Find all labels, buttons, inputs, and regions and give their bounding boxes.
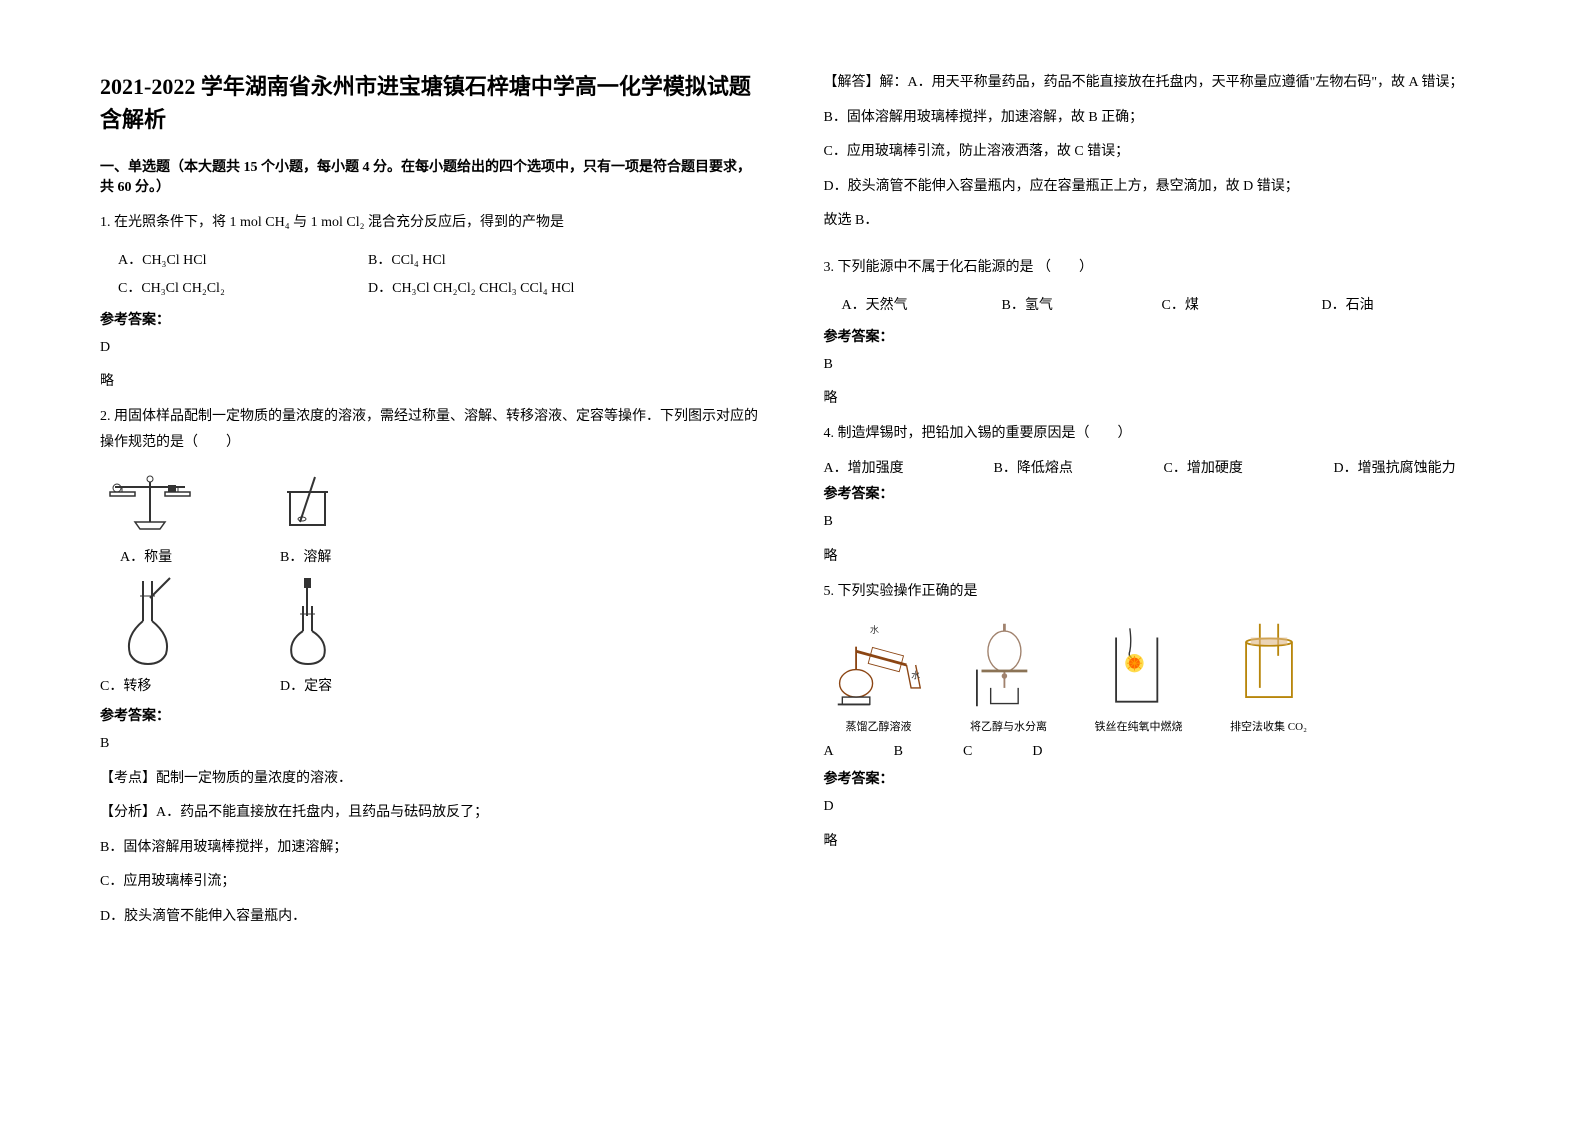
q2-figures-row2: C．转移 D．定容 <box>100 576 764 695</box>
q2-figures-row1: A．称量 B．溶解 <box>100 467 764 566</box>
q4-opt-a: A．增加强度 <box>824 457 944 477</box>
q2-answer: B <box>100 731 764 758</box>
dropper-flask-icon <box>260 576 360 666</box>
q5-answer-label: 参考答案： <box>824 768 1488 788</box>
section-header: 一、单选题（本大题共 15 个小题，每小题 4 分。在每小题给出的四个选项中，只… <box>100 156 764 196</box>
distillation-icon: 水 水 <box>824 615 934 715</box>
q5-label-b: B <box>894 744 903 760</box>
q4-opt-d: D．增强抗腐蚀能力 <box>1334 457 1456 477</box>
q2-caption-a: A．称量 <box>100 546 200 566</box>
balance-scale-icon <box>100 467 200 537</box>
q1-explanation: 略 <box>100 369 764 396</box>
q2-jieda-a: 【解答】解：A．用天平称量药品，药品不能直接放在托盘内，天平称量应遵循"左物右码… <box>824 70 1488 97</box>
q1-opt-a: A．CH₃Cl HCl <box>118 247 318 275</box>
q2-figure-b: B．溶解 <box>260 467 360 566</box>
q4-opt-c: C．增加硬度 <box>1164 457 1284 477</box>
q3-explanation: 略 <box>824 386 1488 413</box>
q1-answer: D <box>100 335 764 362</box>
q5-caption-d: 排空法收集 CO₂ <box>1214 718 1324 734</box>
q4-stem: 4. 制造焊锡时，把铅加入锡的重要原因是（ ） <box>824 421 1488 448</box>
q5-figure-d: 排空法收集 CO₂ <box>1214 615 1324 734</box>
svg-text:水: 水 <box>911 670 920 681</box>
q2-stem: 2. 用固体样品配制一定物质的量浓度的溶液，需经过称量、溶解、转移溶液、定容等操… <box>100 404 764 457</box>
q4-explanation: 略 <box>824 544 1488 571</box>
q3-opt-b: B．氢气 <box>1002 292 1112 320</box>
right-column: 【解答】解：A．用天平称量药品，药品不能直接放在托盘内，天平称量应遵循"左物右码… <box>824 70 1488 939</box>
separating-funnel-icon <box>954 615 1064 715</box>
q2-fenxi-d: D．胶头滴管不能伸入容量瓶内． <box>100 904 764 931</box>
q2-fenxi-c: C．应用玻璃棒引流； <box>100 869 764 896</box>
q2-answer-label: 参考答案： <box>100 705 764 725</box>
gas-collection-icon <box>1214 615 1324 715</box>
q5-abcd: A B C D <box>824 744 1488 760</box>
q5-explanation: 略 <box>824 829 1488 856</box>
q1-opt-b: B．CCl₄ HCl <box>368 247 446 275</box>
left-column: 2021-2022 学年湖南省永州市进宝塘镇石梓塘中学高一化学模拟试题含解析 一… <box>100 70 764 939</box>
q5-caption-a: 蒸馏乙醇溶液 <box>824 718 934 734</box>
q1-stem: 1. 在光照条件下，将 1 mol CH₄ 与 1 mol Cl₂ 混合充分反应… <box>100 210 764 237</box>
q2-jieda-b: B．固体溶解用玻璃棒搅拌，加速溶解，故 B 正确； <box>824 105 1488 132</box>
q5-caption-c: 铁丝在纯氧中燃烧 <box>1084 718 1194 734</box>
q3-stem: 3. 下列能源中不属于化石能源的是 （ ） <box>824 255 1488 282</box>
q5-figure-a: 水 水 蒸馏乙醇溶液 <box>824 615 934 734</box>
q5-label-a: A <box>824 744 834 760</box>
q3-opt-c: C．煤 <box>1162 292 1272 320</box>
iron-combustion-icon <box>1084 615 1194 715</box>
svg-text:水: 水 <box>869 624 878 635</box>
q2-jieda-end: 故选 B． <box>824 208 1488 235</box>
q2-figure-a: A．称量 <box>100 467 200 566</box>
q5-figure-b: 将乙醇与水分离 <box>954 615 1064 734</box>
q3-opt-d: D．石油 <box>1322 292 1374 320</box>
q2-jieda-d: D．胶头滴管不能伸入容量瓶内，应在容量瓶正上方，悬空滴加，故 D 错误； <box>824 174 1488 201</box>
volumetric-flask-icon <box>100 576 200 666</box>
q3-answer-label: 参考答案： <box>824 326 1488 346</box>
q1-opt-d: D．CH₃Cl CH₂Cl₂ CHCl₃ CCl₄ HCl <box>368 275 574 303</box>
q2-caption-d: D．定容 <box>260 675 360 695</box>
q2-kaodian: 【考点】配制一定物质的量浓度的溶液． <box>100 766 764 793</box>
q4-opt-b: B．降低熔点 <box>994 457 1114 477</box>
q4-options: A．增加强度 B．降低熔点 C．增加硬度 D．增强抗腐蚀能力 <box>824 457 1488 477</box>
q4-answer-label: 参考答案： <box>824 483 1488 503</box>
q3-opt-a: A．天然气 <box>842 292 952 320</box>
q3-answer: B <box>824 352 1488 379</box>
q4-answer: B <box>824 509 1488 536</box>
q2-figure-d: D．定容 <box>260 576 360 695</box>
q1-options: A．CH₃Cl HCl B．CCl₄ HCl C．CH₃Cl CH₂Cl₂ D．… <box>100 247 764 303</box>
q2-fenxi-a: 【分析】A．药品不能直接放在托盘内，且药品与砝码放反了； <box>100 800 764 827</box>
q5-figure-c: 铁丝在纯氧中燃烧 <box>1084 615 1194 734</box>
beaker-stir-icon <box>260 467 360 537</box>
q5-label-d: D <box>1032 744 1042 760</box>
document-page: 2021-2022 学年湖南省永州市进宝塘镇石梓塘中学高一化学模拟试题含解析 一… <box>100 70 1487 939</box>
q2-fenxi-b: B．固体溶解用玻璃棒搅拌，加速溶解； <box>100 835 764 862</box>
q5-figures: 水 水 蒸馏乙醇溶液 将乙醇与水分离 <box>824 615 1488 734</box>
q5-label-c: C <box>963 744 972 760</box>
q5-caption-b: 将乙醇与水分离 <box>954 718 1064 734</box>
document-title: 2021-2022 学年湖南省永州市进宝塘镇石梓塘中学高一化学模拟试题含解析 <box>100 70 764 136</box>
q2-caption-b: B．溶解 <box>260 546 360 566</box>
q3-options: A．天然气 B．氢气 C．煤 D．石油 <box>824 292 1488 320</box>
q2-jieda-c: C．应用玻璃棒引流，防止溶液洒落，故 C 错误； <box>824 139 1488 166</box>
q1-opt-c: C．CH₃Cl CH₂Cl₂ <box>118 275 318 303</box>
q1-answer-label: 参考答案： <box>100 309 764 329</box>
q2-caption-c: C．转移 <box>100 675 200 695</box>
q2-figure-c: C．转移 <box>100 576 200 695</box>
q5-stem: 5. 下列实验操作正确的是 <box>824 579 1488 606</box>
q5-answer: D <box>824 794 1488 821</box>
